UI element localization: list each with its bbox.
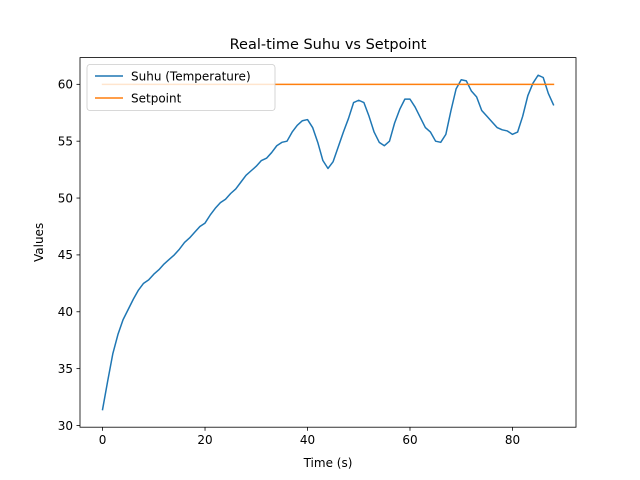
legend-label-1: Setpoint bbox=[131, 91, 182, 105]
chart-title: Real-time Suhu vs Setpoint bbox=[230, 37, 427, 53]
series-line-0 bbox=[101, 74, 555, 411]
axes-frame bbox=[79, 57, 577, 428]
x-tick-label: 0 bbox=[99, 433, 107, 447]
x-tick-label: 60 bbox=[402, 433, 417, 447]
x-axis-label: Time (s) bbox=[303, 456, 353, 470]
y-tick-label: 45 bbox=[58, 248, 73, 262]
y-tick-label: 40 bbox=[58, 305, 73, 319]
y-axis-label: Values bbox=[32, 223, 46, 262]
plot-area bbox=[101, 74, 555, 411]
y-tick-label: 55 bbox=[58, 134, 73, 148]
legend: Suhu (Temperature) Setpoint bbox=[86, 64, 276, 111]
y-tick-label: 50 bbox=[58, 191, 73, 205]
y-axis-ticks: 30 35 40 45 50 55 60 bbox=[58, 78, 80, 433]
y-tick-label: 60 bbox=[58, 78, 73, 92]
y-tick-label: 30 bbox=[58, 419, 73, 433]
x-tick-label: 40 bbox=[300, 433, 315, 447]
y-tick-label: 35 bbox=[58, 362, 73, 376]
x-tick-label: 80 bbox=[505, 433, 520, 447]
legend-label-0: Suhu (Temperature) bbox=[131, 69, 251, 83]
x-tick-label: 20 bbox=[197, 433, 212, 447]
legend-box bbox=[86, 64, 276, 111]
x-axis-ticks: 0 20 40 60 80 bbox=[99, 427, 520, 447]
